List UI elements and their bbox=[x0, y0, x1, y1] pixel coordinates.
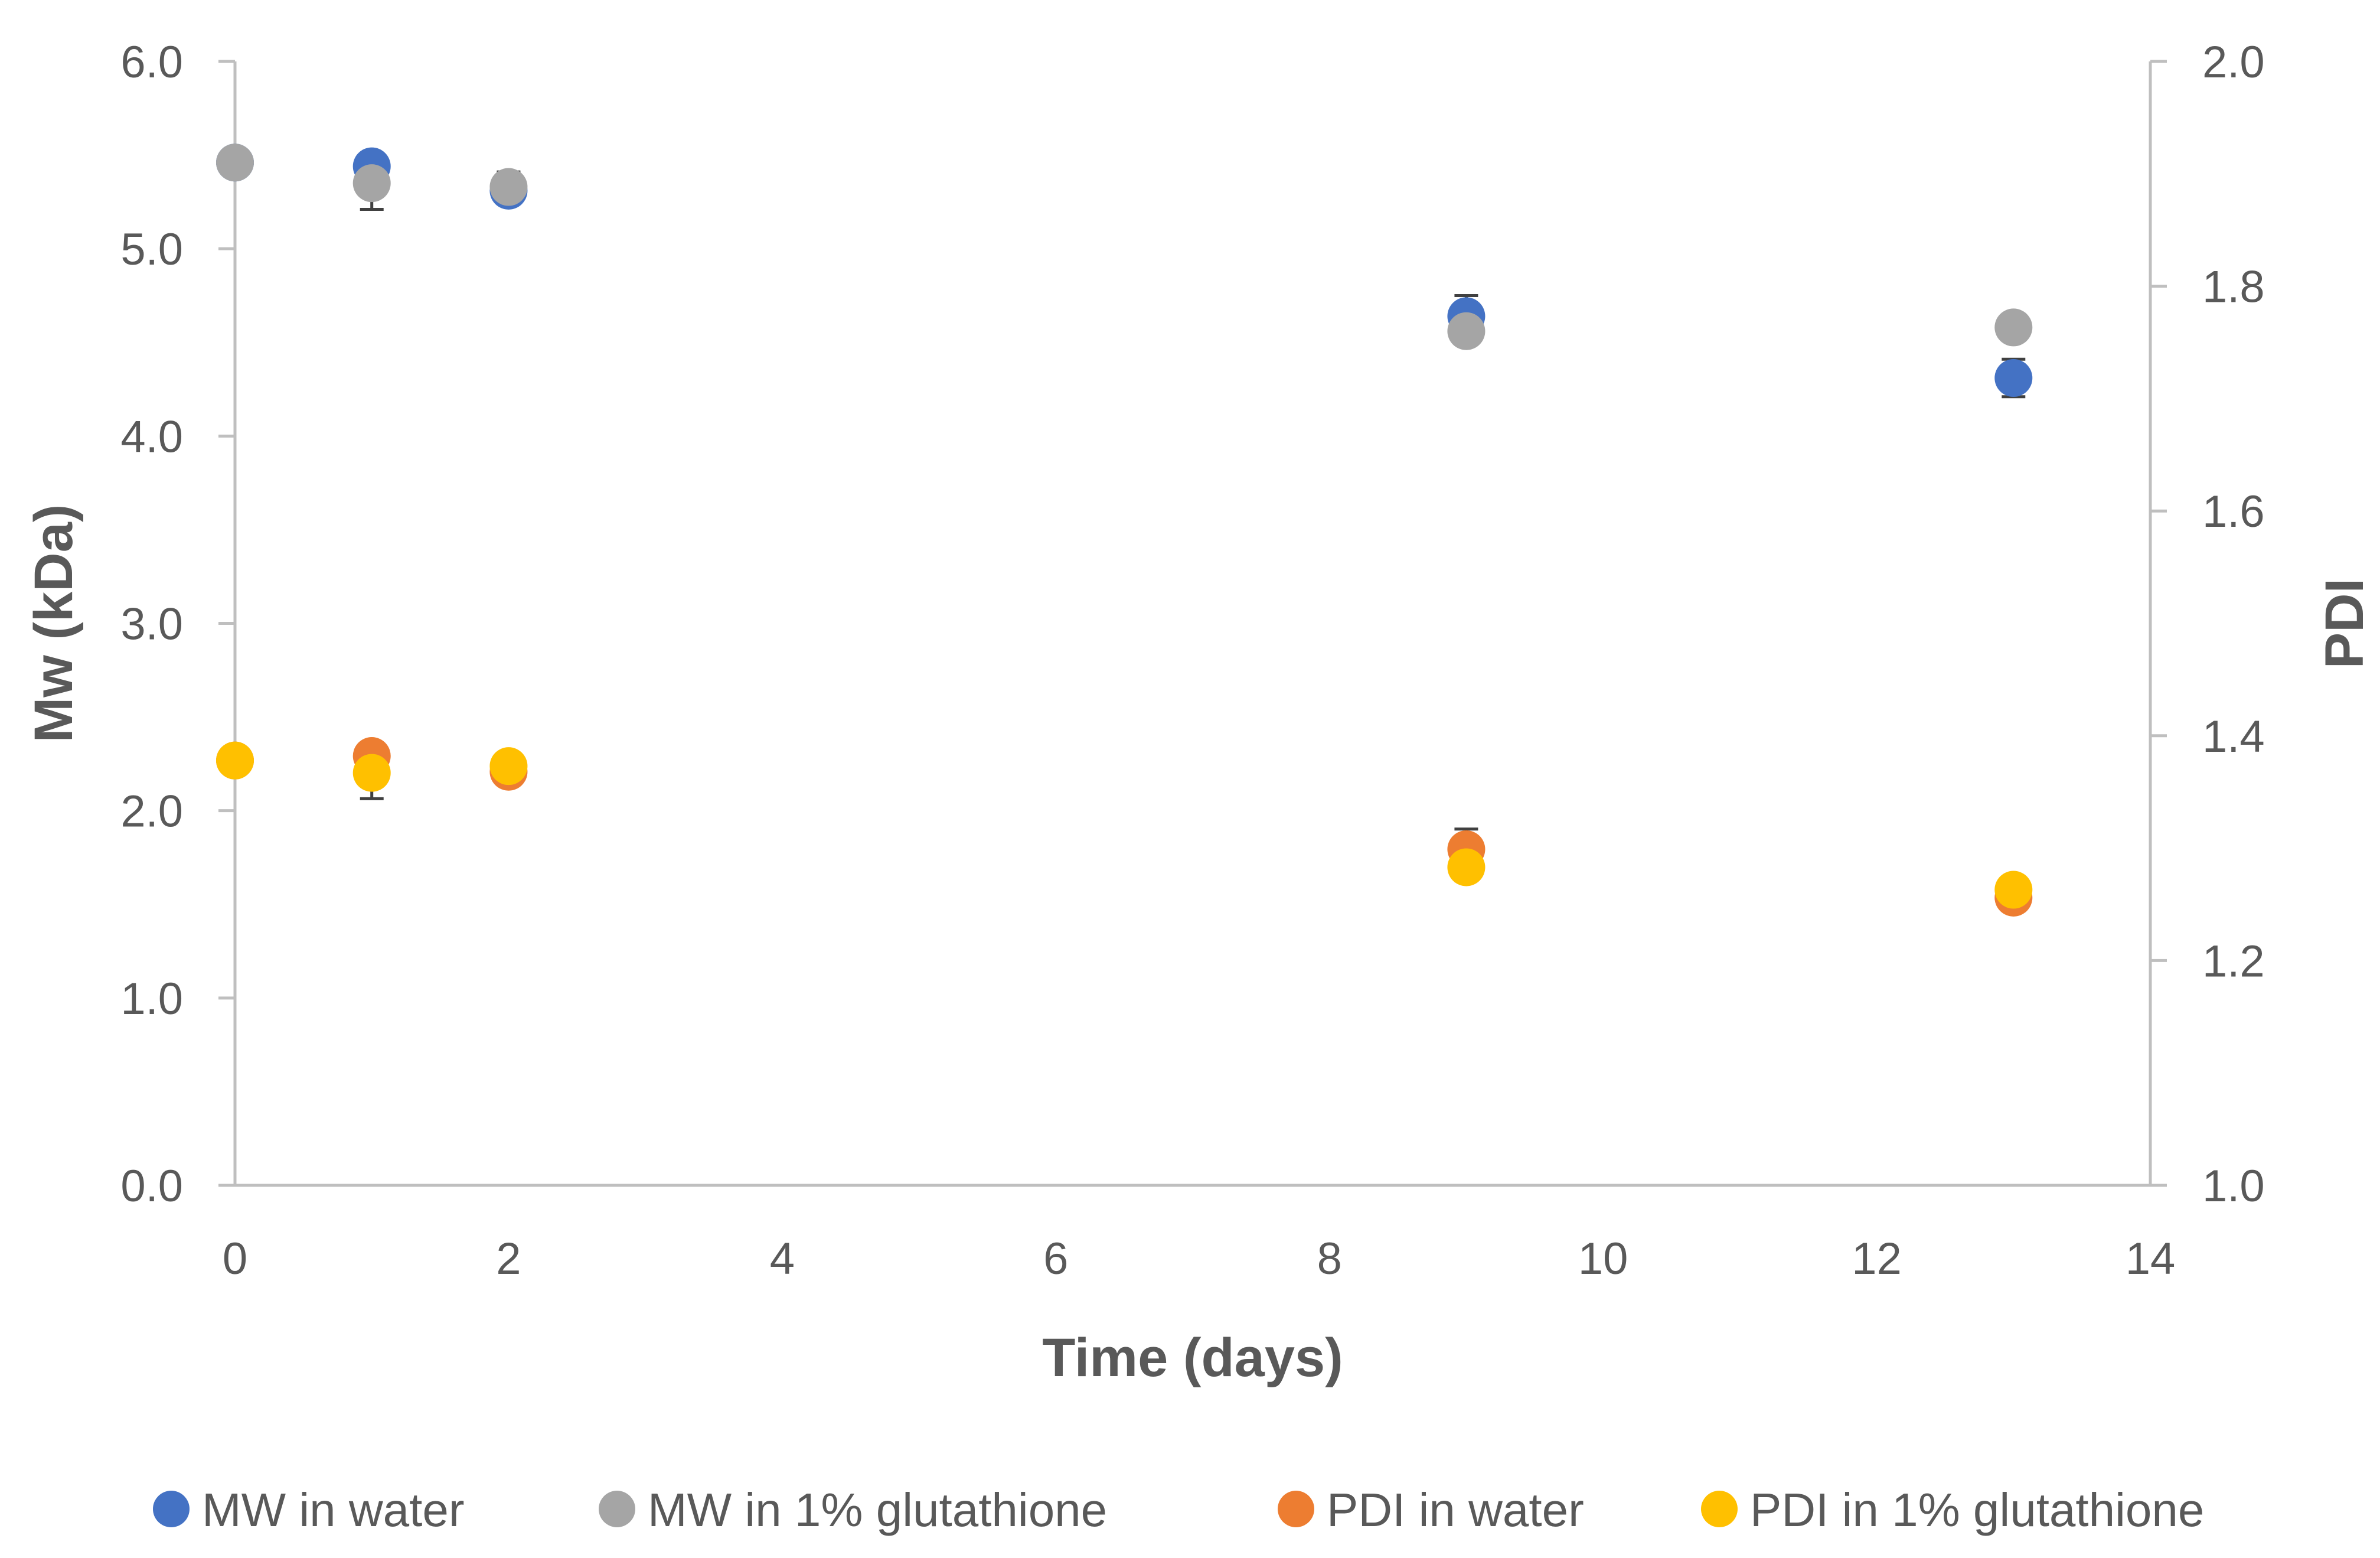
y-tick-label: 4.0 bbox=[120, 412, 183, 462]
y-tick-label: 6.0 bbox=[120, 37, 183, 87]
y-axis-title: Mw (kDa) bbox=[24, 504, 84, 743]
x-axis-title: Time (days) bbox=[1042, 1328, 1343, 1388]
y2-tick-label: 2.0 bbox=[2202, 37, 2265, 87]
x-tick-label: 12 bbox=[1852, 1234, 1902, 1284]
data-point bbox=[352, 164, 391, 203]
y2-tick-label: 1.2 bbox=[2202, 936, 2265, 986]
y2-axis-title: PDI bbox=[2314, 578, 2375, 669]
data-point bbox=[1994, 359, 2033, 397]
legend-item: PDI in water bbox=[1278, 1484, 1584, 1536]
data-point bbox=[216, 144, 254, 182]
x-tick-label: 4 bbox=[770, 1234, 795, 1284]
data-point bbox=[1447, 312, 1486, 350]
x-tick-label: 0 bbox=[223, 1234, 247, 1284]
legend-label: MW in water bbox=[202, 1484, 465, 1536]
tick-marks bbox=[218, 60, 2167, 1187]
error-bars bbox=[360, 155, 2026, 911]
data-point bbox=[489, 168, 528, 206]
data-point bbox=[1447, 848, 1486, 886]
y-tick-label: 1.0 bbox=[120, 974, 183, 1024]
legend-item: MW in water bbox=[153, 1484, 465, 1536]
legend-marker bbox=[153, 1491, 190, 1527]
x-tick-label: 14 bbox=[2126, 1234, 2176, 1284]
legend: MW in water MW in 1% glutathione PDI in wa… bbox=[153, 1484, 2204, 1536]
y-tick-label: 0.0 bbox=[120, 1161, 183, 1211]
x-tick-label: 6 bbox=[1043, 1234, 1068, 1284]
x-tick-label: 8 bbox=[1317, 1234, 1342, 1284]
legend-marker bbox=[1278, 1491, 1314, 1527]
legend-item: MW in 1% glutathione bbox=[599, 1484, 1107, 1536]
legend-marker bbox=[599, 1491, 635, 1527]
y2-tick-label: 1.6 bbox=[2202, 487, 2265, 537]
data-point bbox=[489, 747, 528, 785]
data-point bbox=[352, 754, 391, 792]
data-points bbox=[216, 144, 2033, 917]
legend-label: PDI in 1% glutathione bbox=[1750, 1484, 2204, 1536]
axes bbox=[233, 61, 2152, 1187]
legend-marker bbox=[1701, 1491, 1738, 1527]
y2-tick-label: 1.8 bbox=[2202, 262, 2265, 312]
y2-tick-label: 1.4 bbox=[2202, 712, 2265, 762]
tick-labels: 0.0 1.0 2.0 3.0 4.0 5.0 6.0 1.0 1.2 1.4 1.6 1.8 2.0 0… bbox=[120, 37, 2264, 1284]
legend-item: PDI in 1% glutathione bbox=[1701, 1484, 2204, 1536]
y-tick-label: 3.0 bbox=[120, 599, 183, 650]
x-tick-label: 10 bbox=[1578, 1234, 1628, 1284]
data-point bbox=[1994, 308, 2033, 347]
data-point bbox=[216, 741, 254, 780]
legend-label: PDI in water bbox=[1327, 1484, 1584, 1536]
y-tick-label: 5.0 bbox=[120, 224, 183, 275]
data-point bbox=[1994, 871, 2033, 909]
x-tick-label: 2 bbox=[496, 1234, 521, 1284]
y-tick-label: 2.0 bbox=[120, 787, 183, 837]
legend-label: MW in 1% glutathione bbox=[648, 1484, 1107, 1536]
y2-tick-label: 1.0 bbox=[2202, 1161, 2265, 1211]
